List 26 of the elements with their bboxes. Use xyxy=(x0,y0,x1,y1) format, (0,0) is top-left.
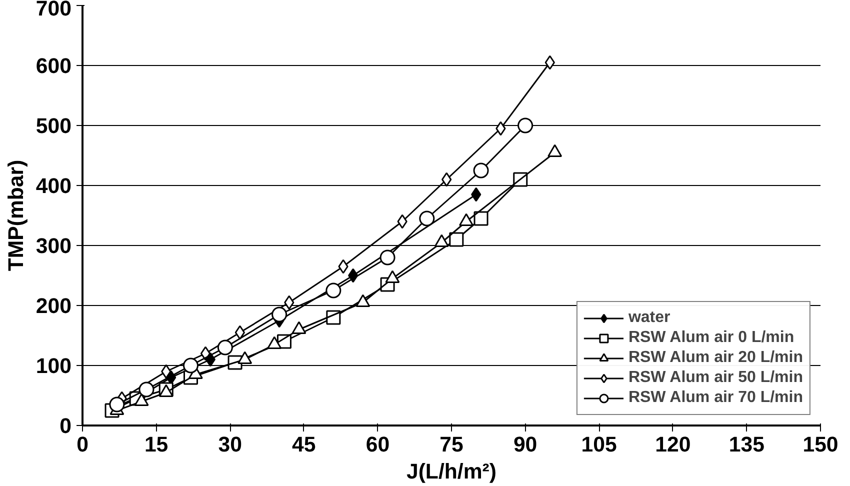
x-tick-label: 15 xyxy=(144,432,168,456)
x-tick-label: 60 xyxy=(366,432,390,456)
x-tick-label: 30 xyxy=(218,432,242,456)
y-tick-label: 200 xyxy=(36,294,72,318)
y-tick-label: 300 xyxy=(36,234,72,258)
legend-label: water xyxy=(628,309,670,327)
y-tick-label: 400 xyxy=(36,174,72,198)
y-tick-label: 500 xyxy=(36,114,72,138)
legend-label: RSW Alum air 20 L/min xyxy=(628,349,803,367)
x-tick-label: 120 xyxy=(655,432,691,456)
x-axis-title: J(L/h/m²) xyxy=(406,460,497,484)
legend-label: RSW Alum air 70 L/min xyxy=(628,389,803,407)
x-tick-label: 105 xyxy=(581,432,618,456)
x-tick-label: 150 xyxy=(802,432,838,456)
x-tick-label: 0 xyxy=(76,432,88,456)
y-tick-label: 700 xyxy=(36,0,72,20)
x-tick-label: 45 xyxy=(292,432,316,456)
x-tick-label: 135 xyxy=(728,432,765,456)
y-tick-label: 0 xyxy=(60,414,72,438)
x-tick-label: 90 xyxy=(513,432,538,456)
y-tick-label: 100 xyxy=(36,354,72,378)
legend-label: RSW Alum air 50 L/min xyxy=(628,369,803,387)
legend-label: RSW Alum air 0 L/min xyxy=(628,329,794,347)
y-tick-label: 600 xyxy=(36,54,72,78)
y-axis-title: TMP(mbar) xyxy=(4,160,28,272)
x-tick-label: 75 xyxy=(440,432,464,456)
